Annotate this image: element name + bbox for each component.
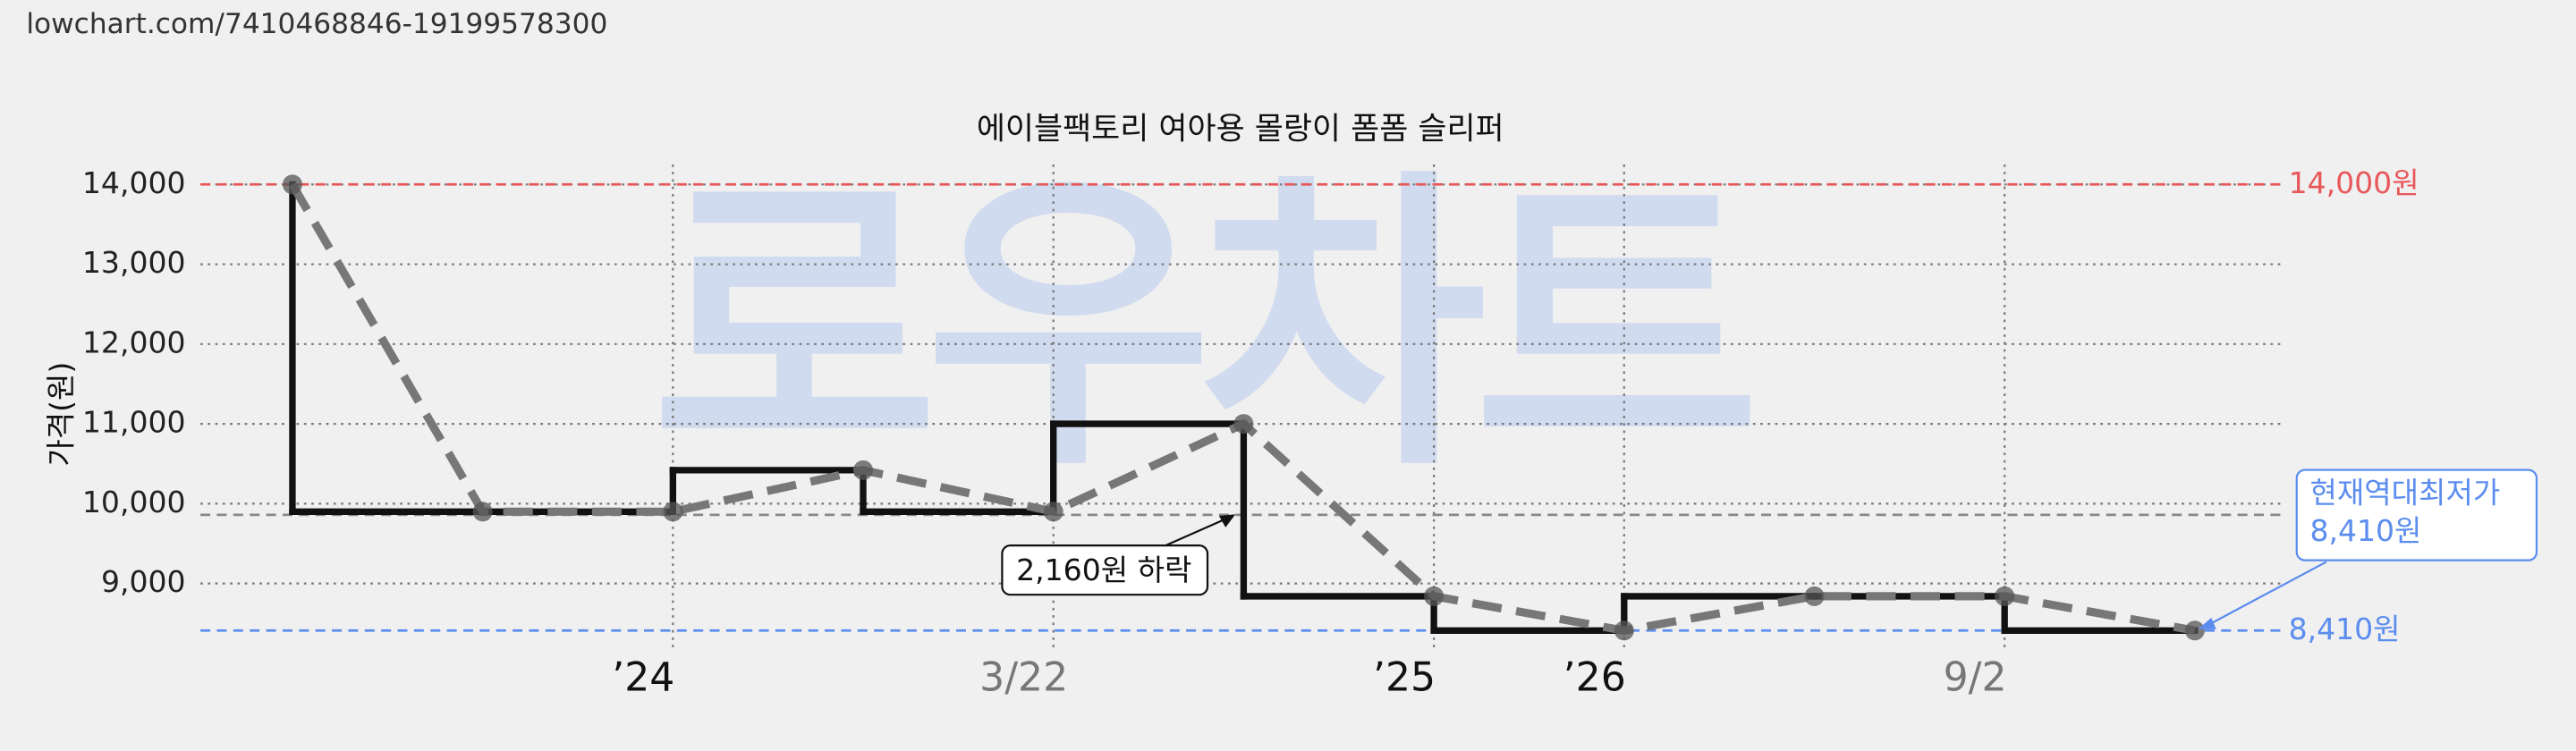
point	[1424, 586, 1445, 606]
x-tick-label: 9/2	[1944, 655, 2007, 701]
y-tick-label: 11,000	[82, 405, 186, 440]
arrow-head	[2198, 617, 2216, 629]
y-tick-label: 10,000	[82, 485, 186, 519]
point	[663, 502, 683, 522]
point	[1043, 502, 1063, 522]
reference-label: 14,000원	[2289, 165, 2419, 200]
point	[472, 502, 493, 522]
annotation-box	[2295, 468, 2538, 561]
arrow-head	[1218, 514, 1236, 527]
url: lowchart.com/7410468846-19199578300	[26, 8, 607, 40]
point	[1233, 414, 1254, 435]
point	[1614, 620, 1634, 641]
y-tick-label: 12,000	[82, 325, 186, 359]
x-tick-label: 3/22	[979, 655, 1068, 701]
annotation-text: 8,410원	[2309, 513, 2421, 548]
annotation-arrow	[1157, 516, 1230, 550]
y-tick-label: 13,000	[82, 245, 186, 280]
point	[1995, 586, 2015, 606]
annotation-arrow	[2206, 561, 2327, 628]
point	[853, 460, 874, 480]
y-tick-label: 9,000	[101, 564, 186, 599]
watermark: 로우차트	[651, 145, 1751, 508]
point	[1804, 586, 1825, 606]
annotation-text: 현재역대최저가	[2309, 476, 2500, 511]
x-tick-label: ’24	[612, 655, 674, 701]
y-tick-label: 14,000	[82, 165, 186, 200]
annotation-text: 2,160원 하락	[1016, 553, 1191, 587]
reference-label: 8,410원	[2289, 612, 2401, 646]
annotation-box	[1001, 544, 1209, 596]
chart-title: 에이블팩토리 여아용 몰랑이 폼폼 슬리퍼	[977, 111, 1504, 147]
point	[2184, 620, 2205, 641]
x-tick-label: ’25	[1373, 655, 1436, 701]
y-axis-label: 가격(원)	[43, 362, 78, 467]
x-tick-label: ’26	[1563, 655, 1626, 701]
point	[282, 174, 302, 195]
